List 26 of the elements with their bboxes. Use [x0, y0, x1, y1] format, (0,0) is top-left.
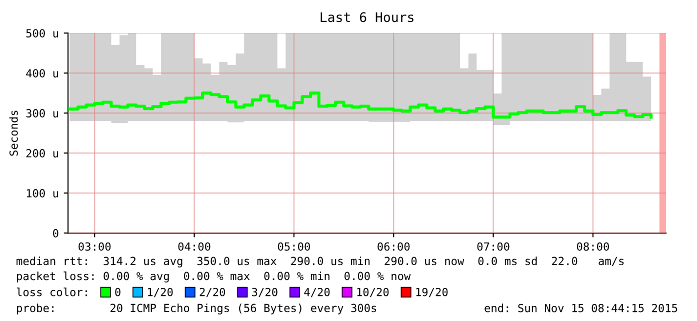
legend-label: 1/20 — [148, 288, 173, 298]
x-tick-label: 05:00 — [278, 242, 310, 251]
legend-label: 10/20 — [357, 288, 389, 298]
x-tick-label: 03:00 — [78, 242, 111, 251]
legend-label: 19/20 — [416, 288, 448, 298]
y-tick-label: 300 u — [26, 109, 58, 118]
legend-label: 0 — [115, 288, 120, 296]
text: end: Sun Nov 15 08:44:15 2015 — [484, 304, 678, 312]
x-tick-label: 04:00 — [178, 242, 210, 251]
text: median rtt: 314.2 us avg 350.0 us max 290.0 us min 290.0 us now 0.0 ms sd 22.0 am/s — [16, 256, 624, 268]
legend-label: 3/20 — [252, 288, 278, 298]
y-tick-label: 200 u — [26, 149, 58, 158]
y-tick-label: 100 u — [26, 189, 58, 198]
text: probe: 20 ICMP Echo Pings (56 Bytes) every 300s — [17, 304, 376, 314]
legend-title: loss color: — [16, 288, 87, 296]
legend-label: 4/20 — [304, 288, 330, 298]
x-tick-label: 06:00 — [378, 242, 410, 251]
chart-title: Last 6 Hours — [320, 12, 414, 22]
x-tick-label: 07:00 — [477, 242, 510, 251]
y-tick-label: 500 u — [26, 29, 58, 38]
y-tick-label: 400 u — [26, 69, 58, 78]
y-axis-title: Seconds — [9, 110, 18, 156]
text: packet loss: 0.00 % avg 0.00 % max 0.00 % min 0.00 % now — [17, 272, 411, 282]
x-tick-label: 08:00 — [576, 242, 609, 251]
y-tick-label: 0 — [53, 229, 58, 238]
legend-label: 2/20 — [200, 288, 226, 298]
